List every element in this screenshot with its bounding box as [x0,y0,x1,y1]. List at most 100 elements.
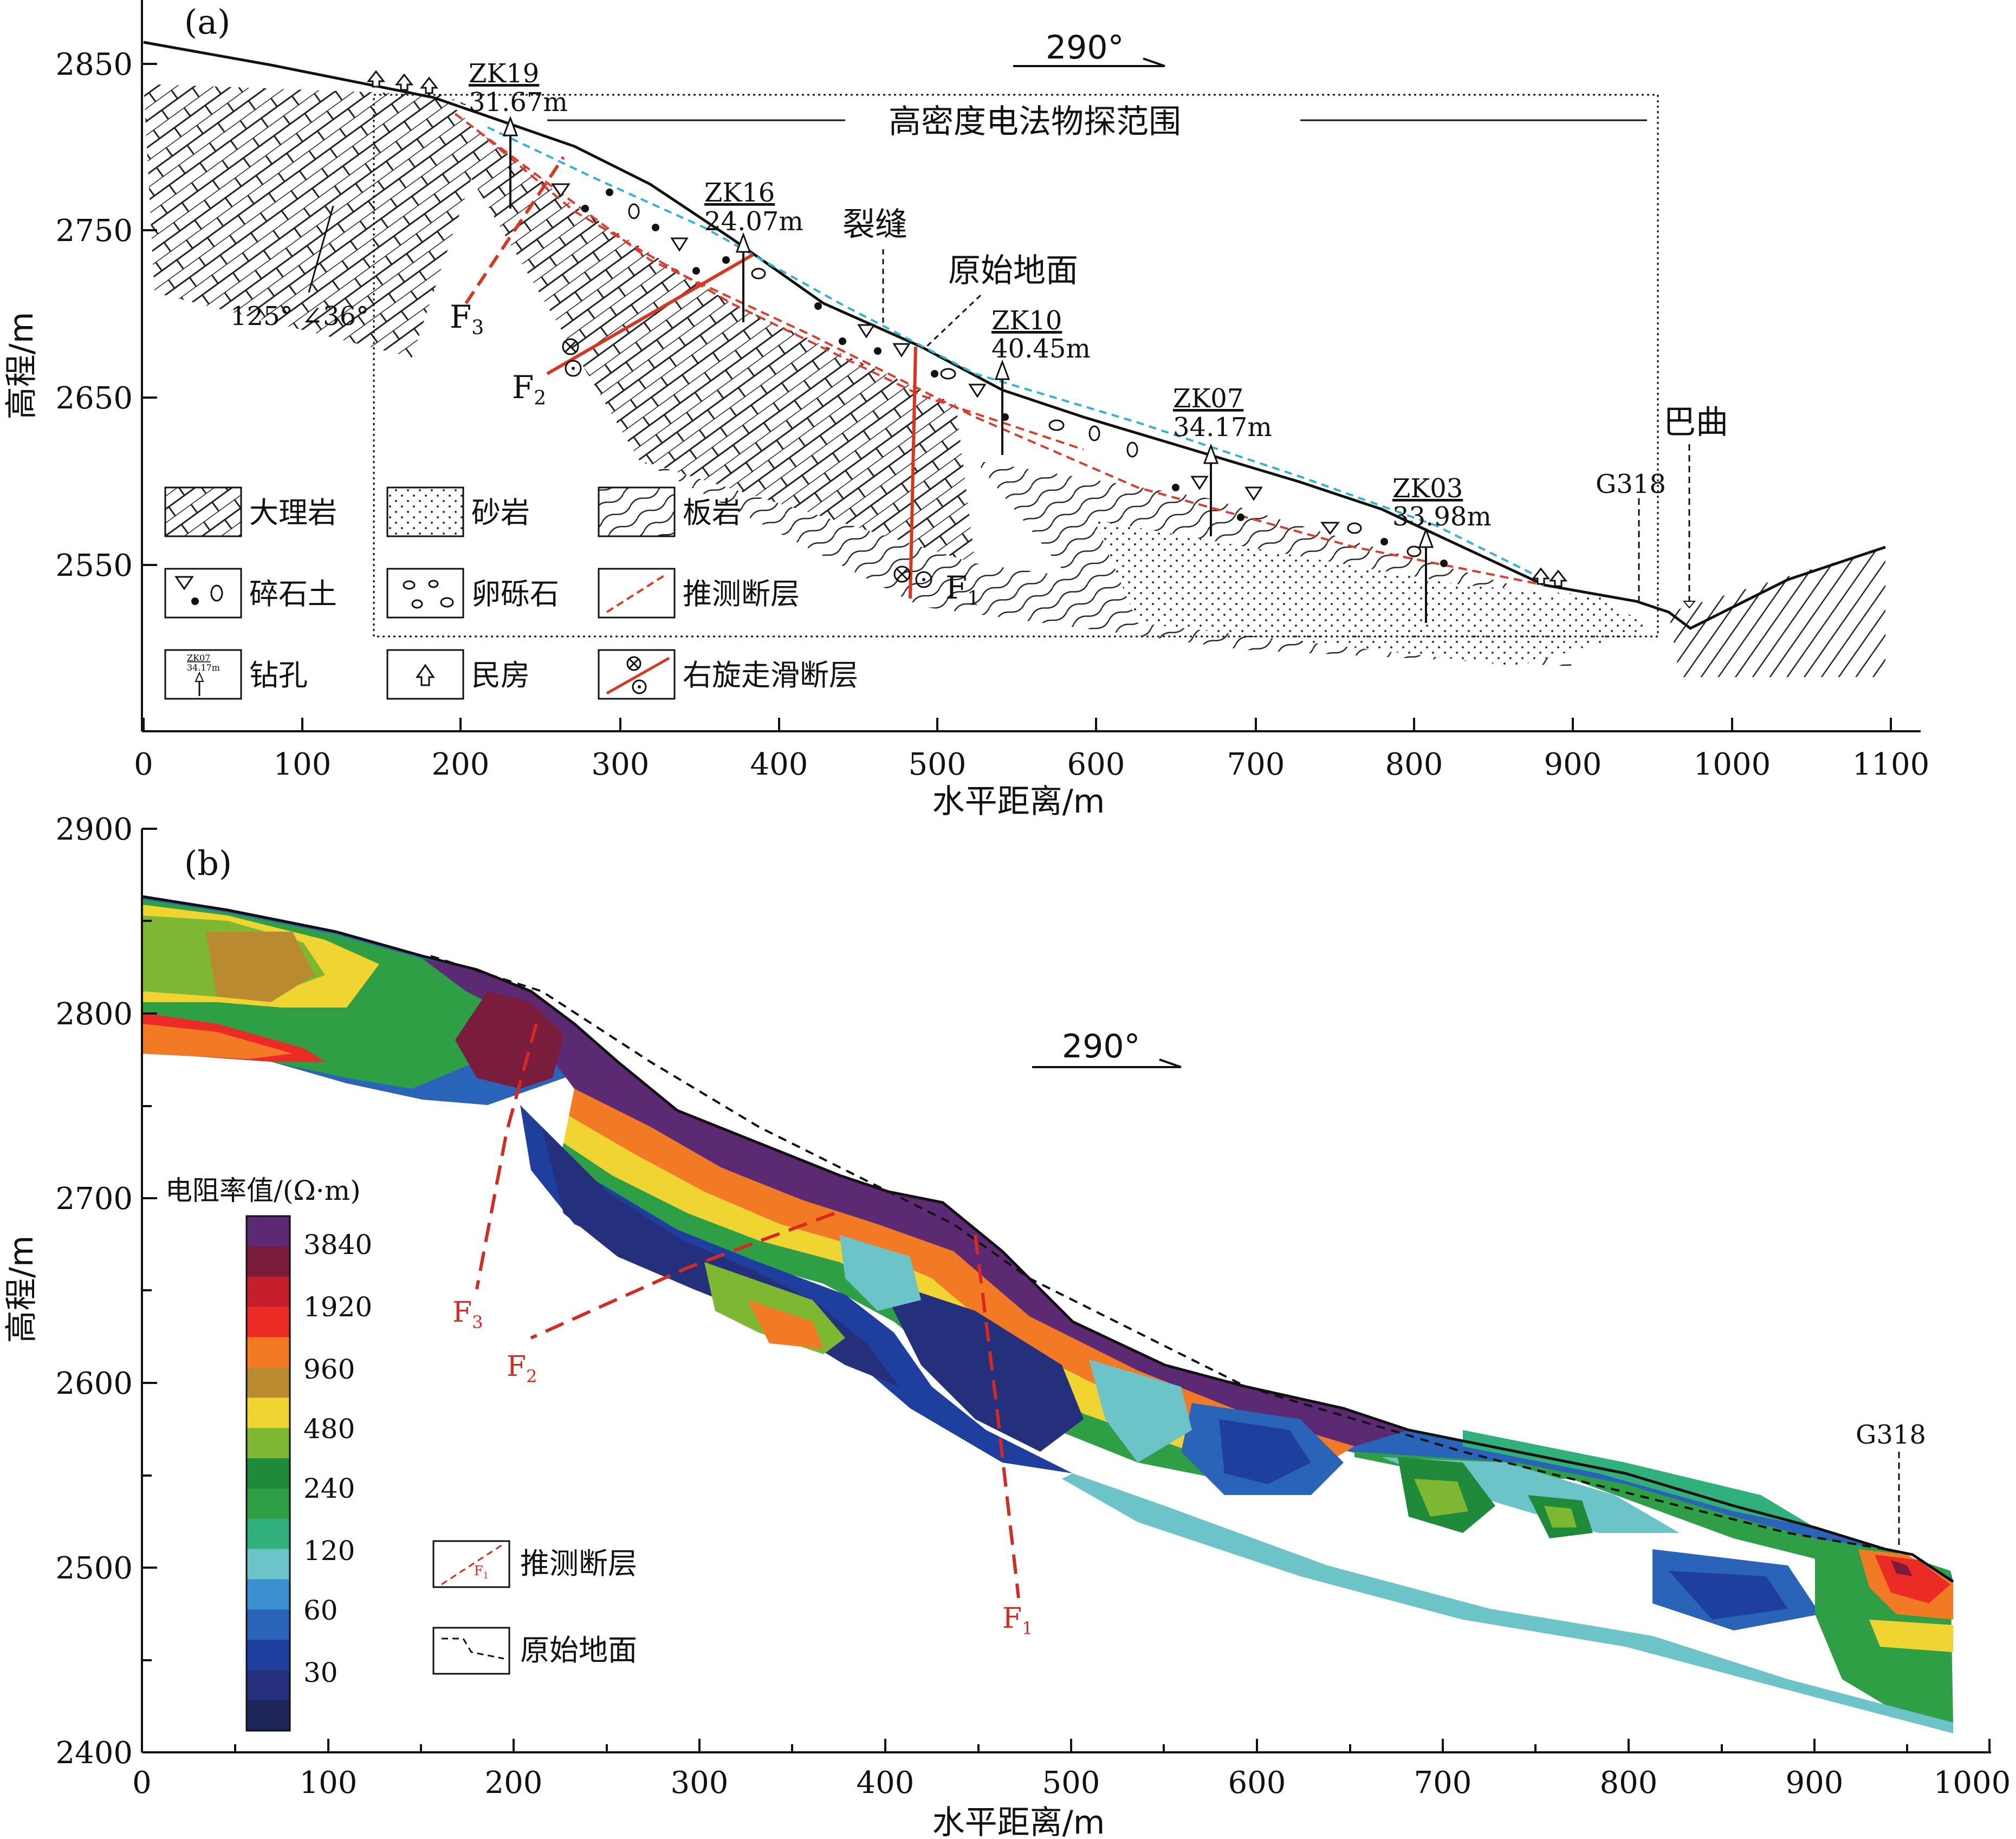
x-tick-b-200: 200 [485,1765,543,1801]
attitude-leader [308,205,334,293]
x-tick-b-300: 300 [671,1765,729,1801]
colorbar-label-960: 960 [303,1354,355,1385]
survey-range-label: 高密度电法物探范围 [889,103,1181,141]
band-orange-lower-left [142,1024,293,1059]
band-yellow-skin [563,1116,1327,1473]
band-cyan-base [1062,1473,1953,1733]
road-label-a: G318 [1596,469,1666,499]
legend-borehole-sample-id: ZK07 [187,653,210,663]
colorbar-label-3840: 3840 [303,1229,372,1260]
legend-borehole-sample-depth: 34.17m [187,662,220,673]
x-tick-b-500: 500 [1042,1765,1100,1801]
x-tick-b-600: 600 [1228,1765,1286,1801]
legend-borehole-arrow-icon [195,671,204,682]
band-navy-deep-right [1669,1571,1788,1620]
legend-gravel-pebble-icon [210,584,223,602]
colorbar-swatch [247,1670,290,1701]
x-tick-b-700: 700 [1414,1765,1472,1801]
survey-range-box [373,94,1659,638]
legend-gravel-dot-icon [191,597,199,605]
legend-sandstone-swatch [386,486,464,537]
fault-f2-label: F2 [512,369,546,410]
original-ground-line [430,955,1886,1550]
legend-b-fault-line [441,1543,504,1585]
band-lightgreen-blob-1 [1414,1479,1468,1517]
fault-f2-symbol [562,338,582,377]
colorbar-frame [245,1215,291,1732]
legend-pebble-icon [403,580,454,609]
fault-f3-trace [475,1023,538,1290]
colorbar-swatch [247,1246,290,1277]
borehole-zk10-id: ZK10 [991,306,1062,336]
legend-a: 大理岩 砂岩 板岩 碎石土 卵砾石 推测断层 ZK07 34.17m [164,486,858,700]
panel-a: (a) 290° 高密度电法物探范围 [3,0,1929,821]
y-tick-b-2700: 2700 [55,1181,133,1217]
fault-f3-label: F3 [450,298,484,339]
y-ticks-a [142,63,157,566]
band-ochre-upper [206,932,314,1002]
band-purple-skin [423,959,1409,1446]
fault-f3-label-b: F3 [452,1296,483,1333]
sliding-surface-2 [476,129,1084,451]
direction-label-a: 290° [1046,29,1124,67]
borehole-zk19-id: ZK19 [469,59,539,89]
band-lightgreen-blob-2 [1544,1506,1577,1528]
ground-surface-a [143,41,1886,630]
legend-b-fault-label: 推测断层 [520,1546,637,1581]
colorbar-swatch [247,1428,290,1459]
sandstone-body [1094,520,1652,666]
x-ticks-a [142,718,1892,731]
x-tick-b-900: 900 [1786,1765,1844,1801]
borehole-zk16-depth: 24.07m [704,206,803,237]
legend-strike-slip-line [606,657,670,695]
borehole-zk07-depth: 34.17m [1173,412,1272,443]
road-label-b: G318 [1856,1420,1926,1450]
fault-f1-label-b: F1 [1002,1602,1033,1639]
borehole-zk19-depth: 31.67m [469,87,568,118]
gravel-soil-layer [444,98,1571,601]
borehole-zk03: ZK03 33.98m [1392,473,1492,623]
legend-borehole-swatch [164,649,242,700]
x-tick-a-900: 900 [1544,747,1602,782]
legend-gravel-triangle-icon [174,576,194,590]
y-tick-a-2650: 2650 [55,381,133,416]
original-ground-label: 原始地面 [948,252,1078,290]
y-tick-b-2500: 2500 [55,1551,133,1586]
colorbar-swatch [247,1458,290,1489]
fault-f2-trace [530,1212,835,1340]
band-darkred-knob [455,991,563,1089]
legend-b-ground-label: 原始地面 [520,1633,637,1667]
borehole-zk19: ZK19 31.67m [469,59,568,209]
borehole-zk10-depth: 40.45m [991,334,1091,364]
panel-b-label: (b) [184,843,232,883]
colorbar-swatch [247,1640,290,1671]
fault-f2-line [546,253,754,375]
legend-pebble-swatch [386,568,464,619]
colorbar-title: 电阻率值/(Ω·m) [165,1175,361,1206]
y-tick-a-2850: 2850 [55,47,133,82]
band-yellow-far-right [1869,1620,1953,1652]
borehole-zk16: ZK16 24.07m [704,178,803,322]
y-tick-b-2900: 2900 [55,812,133,847]
legend-borehole-label: 钻孔 [249,658,308,692]
borehole-zk10: ZK10 40.45m [991,306,1091,455]
colorbar-swatch [247,1367,290,1398]
colorbar-swatch [247,1398,290,1428]
borehole-zk07: ZK07 34.17m [1173,384,1272,536]
borehole-zk07-id: ZK07 [1173,384,1243,414]
colorbar [245,1215,291,1732]
y-tick-b-2600: 2600 [55,1366,133,1401]
ground-surface-b [141,895,1954,1583]
colorbar-swatch [247,1307,290,1338]
y-tick-b-2400: 2400 [55,1736,133,1771]
band-deepblue-pocket [1219,1419,1311,1484]
marble-body-upper [144,84,488,358]
y-tick-a-2750: 2750 [55,213,133,249]
colorbar-swatch [247,1488,290,1519]
x-tick-b-800: 800 [1600,1765,1658,1801]
house-icon-group-upper [366,70,439,94]
y-ticks-b [142,828,157,1753]
x-tick-a-1100: 1100 [1852,747,1930,782]
legend-b-fault-sample: F1 [474,1563,489,1581]
x-tick-a-600: 600 [1067,747,1125,782]
